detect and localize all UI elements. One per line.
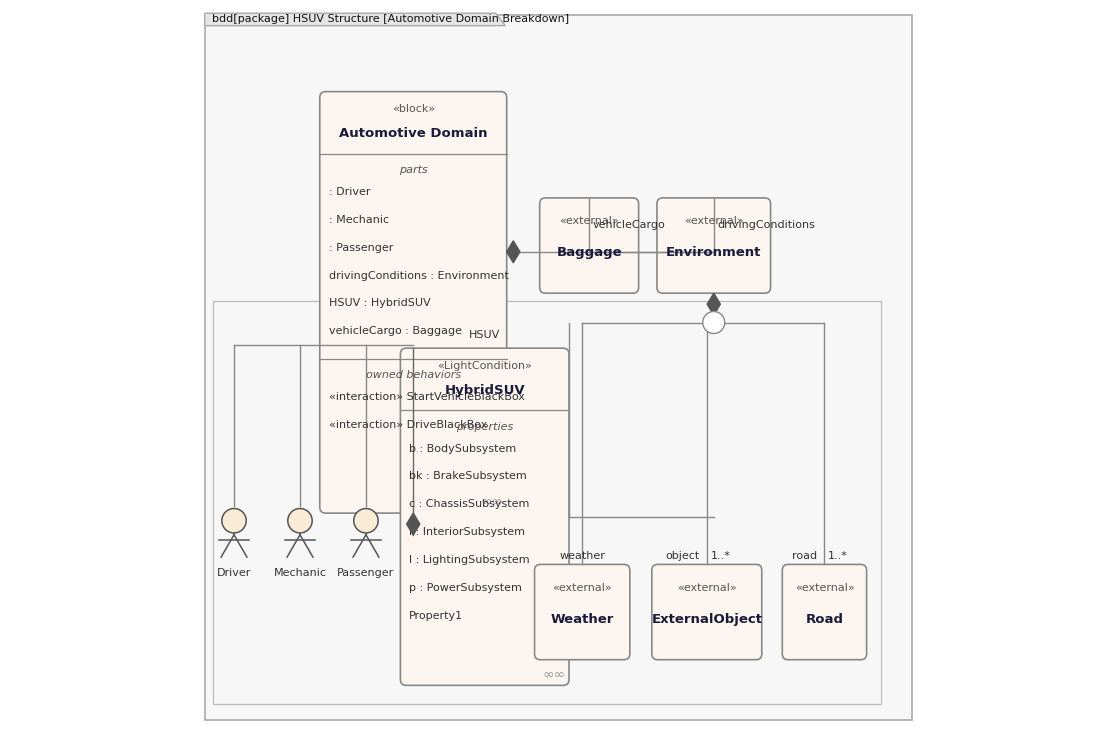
- Text: owned behaviors: owned behaviors: [366, 370, 461, 380]
- Text: drivingConditions : Environment: drivingConditions : Environment: [328, 270, 509, 281]
- Text: bdd[package] HSUV Structure [Automotive Domain Breakdown]: bdd[package] HSUV Structure [Automotive …: [212, 15, 569, 24]
- FancyBboxPatch shape: [535, 564, 629, 660]
- Text: bk : BrakeSubsystem: bk : BrakeSubsystem: [410, 471, 527, 482]
- Circle shape: [354, 509, 378, 533]
- Text: Automotive Domain: Automotive Domain: [339, 128, 488, 141]
- Text: «block»: «block»: [392, 104, 435, 114]
- Text: Road: Road: [806, 613, 844, 626]
- Text: vehicleCargo: vehicleCargo: [593, 220, 665, 230]
- Polygon shape: [204, 13, 506, 26]
- Polygon shape: [708, 293, 720, 315]
- Text: «interaction» DriveBlackBox: «interaction» DriveBlackBox: [328, 420, 487, 430]
- Text: Property1: Property1: [410, 611, 463, 621]
- FancyBboxPatch shape: [540, 198, 638, 293]
- Text: weather: weather: [559, 550, 605, 561]
- Text: ∞∞: ∞∞: [542, 668, 566, 682]
- Text: drivingConditions: drivingConditions: [718, 220, 816, 230]
- Text: Mechanic: Mechanic: [273, 568, 327, 578]
- Text: «external»: «external»: [795, 583, 854, 593]
- Text: HybridSUV: HybridSUV: [444, 384, 525, 397]
- Text: «external»: «external»: [559, 216, 619, 226]
- Circle shape: [703, 312, 724, 334]
- Text: : Passenger: : Passenger: [328, 243, 393, 253]
- Text: Driver: Driver: [217, 568, 251, 578]
- Text: p : PowerSubsystem: p : PowerSubsystem: [410, 583, 522, 593]
- Text: b : BodySubsystem: b : BodySubsystem: [410, 443, 517, 454]
- Circle shape: [222, 509, 247, 533]
- Text: 1..*: 1..*: [828, 550, 848, 561]
- Text: properties: properties: [456, 421, 513, 432]
- Text: «external»: «external»: [684, 216, 743, 226]
- Text: «external»: «external»: [552, 583, 612, 593]
- Polygon shape: [406, 513, 420, 535]
- Text: ExternalObject: ExternalObject: [652, 613, 762, 626]
- FancyBboxPatch shape: [782, 564, 867, 660]
- Text: : Mechanic: : Mechanic: [328, 215, 388, 225]
- Text: «LightCondition»: «LightCondition»: [437, 361, 532, 371]
- FancyBboxPatch shape: [652, 564, 762, 660]
- Text: «external»: «external»: [677, 583, 737, 593]
- Text: HSUV: HSUV: [469, 330, 500, 340]
- Text: ∞∞: ∞∞: [480, 496, 503, 509]
- Text: i : InteriorSubsystem: i : InteriorSubsystem: [410, 527, 526, 537]
- Text: 1..*: 1..*: [711, 550, 730, 561]
- FancyBboxPatch shape: [657, 198, 770, 293]
- Text: road: road: [792, 550, 817, 561]
- Text: object: object: [665, 550, 700, 561]
- Text: l : LightingSubsystem: l : LightingSubsystem: [410, 555, 530, 565]
- Text: Environment: Environment: [666, 246, 761, 259]
- Circle shape: [288, 509, 312, 533]
- Text: HSUV : HybridSUV: HSUV : HybridSUV: [328, 298, 430, 309]
- FancyBboxPatch shape: [401, 348, 569, 685]
- Text: vehicleCargo : Baggage: vehicleCargo : Baggage: [328, 326, 462, 336]
- Text: : Driver: : Driver: [328, 187, 371, 197]
- Text: c : ChassisSubsystem: c : ChassisSubsystem: [410, 499, 530, 509]
- Bar: [213, 301, 881, 704]
- Polygon shape: [507, 240, 520, 263]
- Text: parts: parts: [398, 165, 427, 175]
- Text: Passenger: Passenger: [337, 568, 395, 578]
- Text: Baggage: Baggage: [557, 246, 622, 259]
- Text: «interaction» StartVehicleBlackBox: «interaction» StartVehicleBlackBox: [328, 392, 525, 402]
- Text: Weather: Weather: [550, 613, 614, 626]
- FancyBboxPatch shape: [320, 92, 507, 513]
